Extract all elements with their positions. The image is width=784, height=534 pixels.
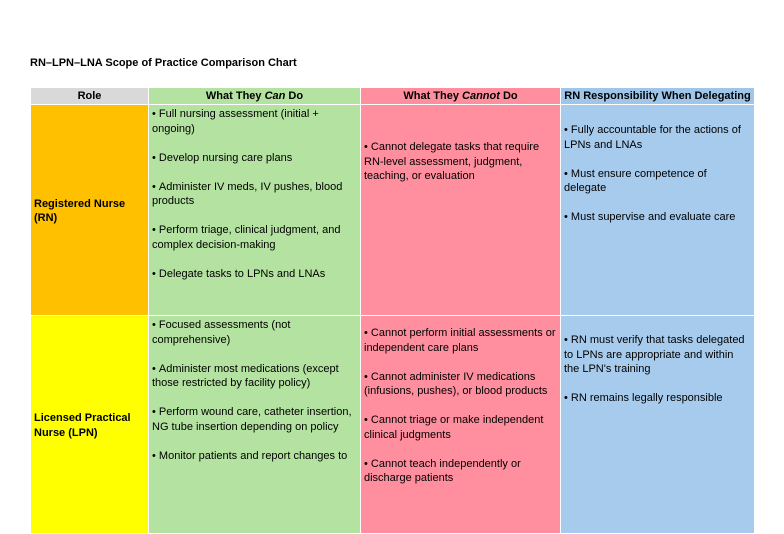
table-row: Registered Nurse (RN)Full nursing assess… [30,104,755,316]
header-text: Do [285,89,304,102]
header-text: What They [403,89,463,102]
can-cell: Full nursing assessment (initial + ongoi… [148,104,361,316]
bullet-item: RN must verify that tasks delegated to L… [564,333,751,377]
column-header: Role [30,87,149,105]
table-row: Licensed Practical Nurse (LPN)Focused as… [30,315,755,534]
bullet-item: RN remains legally responsible [564,391,751,406]
bullet-item: Must ensure competence of delegate [564,167,751,196]
bullet-item: Must supervise and evaluate care [564,210,751,225]
bullet-item: Cannot triage or make independent clinic… [364,413,557,442]
bullet-item: Develop nursing care plans [152,151,357,166]
role-cell: Registered Nurse (RN) [30,104,149,316]
header-text: Role [77,89,102,102]
chart-title: RN–LPN–LNA Scope of Practice Comparison … [30,57,297,69]
bullet-item: Perform triage, clinical judgment, and c… [152,223,357,252]
bullet-item: Cannot teach independently or discharge … [364,457,557,486]
bullet-item: Full nursing assessment (initial + ongoi… [152,107,357,136]
header-text: Cannot [462,89,500,102]
bullet-item: Cannot perform initial assessments or in… [364,326,557,355]
bullet-item: Administer IV meds, IV pushes, blood pro… [152,180,357,209]
header-text: Can [264,89,286,102]
cannot-cell: Cannot delegate tasks that require RN-le… [360,104,561,316]
column-header: What They Cannot Do [360,87,561,105]
bullet-item: Cannot delegate tasks that require RN-le… [364,140,557,184]
bullet-item: Administer most medications (except thos… [152,362,357,391]
bullet-item: Delegate tasks to LPNs and LNAs [152,267,357,282]
header-text: Do [499,89,518,102]
role-cell: Licensed Practical Nurse (LPN) [30,315,149,534]
can-cell: Focused assessments (not comprehensive) A… [148,315,361,534]
bullet-item: Perform wound care, catheter insertion, … [152,405,357,434]
responsibility-cell: RN must verify that tasks delegated to L… [560,315,755,534]
cannot-cell: Cannot perform initial assessments or in… [360,315,561,534]
comparison-table: Role What They Can Do What They Cannot Do R… [30,87,755,534]
bullet-item: Cannot administer IV medications (infusi… [364,370,557,399]
page: {"title": "RN\u2013LPN\u2013LNA Scope of… [0,0,784,441]
bullet-item: Fully accountable for the actions of LPN… [564,123,751,152]
column-header: RN Responsibility When Delegating [560,87,755,105]
bullet-item: Monitor patients and report changes to [152,449,357,464]
column-header: What They Can Do [148,87,361,105]
header-text: RN Responsibility When Delegating [564,89,751,102]
responsibility-cell: Fully accountable for the actions of LPN… [560,104,755,316]
header-text: What They [205,89,265,102]
bullet-item: Focused assessments (not comprehensive) [152,318,357,347]
header-row: Role What They Can Do What They Cannot Do R… [30,87,755,105]
